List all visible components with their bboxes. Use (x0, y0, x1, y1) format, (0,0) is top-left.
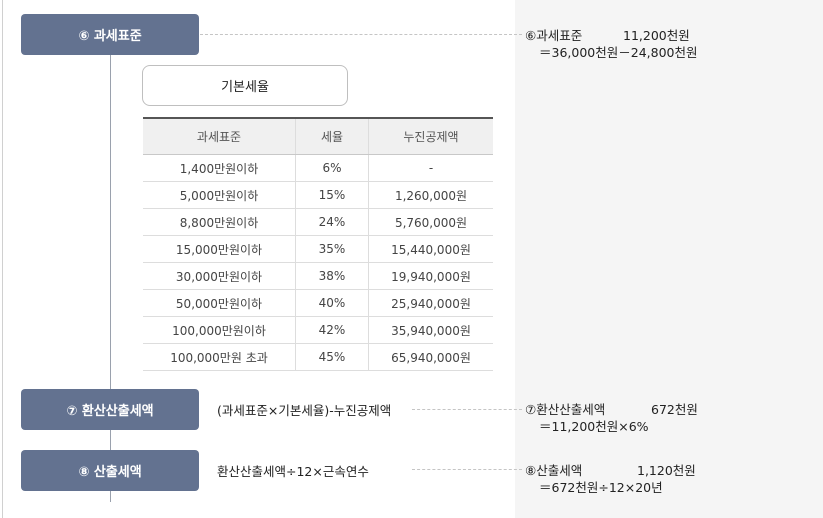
table-row: 30,000만원이하 38% 19,940,000원 (143, 262, 493, 290)
cell-rate: 42% (295, 316, 369, 344)
cell-rate: 40% (295, 289, 369, 317)
step-6-label: ⑥ 과세표준 (78, 29, 142, 44)
calc-step-8: ⑧산출세액 1,120천원 ＝672천원÷12×20년 (525, 462, 696, 496)
cell-tax-base: 5,000만원이하 (143, 181, 296, 209)
cell-deduction: 19,940,000원 (368, 262, 493, 290)
table-row: 100,000만원이하 42% 35,940,000원 (143, 316, 493, 344)
calculation-panel (515, 0, 823, 518)
calc-formula: ＝36,000천원－24,800천원 (539, 45, 698, 60)
cell-deduction: 1,260,000원 (368, 181, 493, 209)
rate-table-title-text: 기본세율 (221, 80, 269, 95)
left-border-line (2, 0, 3, 518)
table-row: 1,400만원이하 6% - (143, 154, 493, 182)
cell-deduction: - (368, 154, 493, 182)
calc-label: ⑧산출세액 (525, 463, 583, 478)
tax-rate-table: 과세표준 세율 누진공제액 1,400만원이하 6% - 5,000만원이하 15% 1… (143, 117, 493, 371)
step-8-label: ⑧ 산출세액 (78, 465, 142, 480)
cell-rate: 38% (295, 262, 369, 290)
cell-rate: 45% (295, 343, 369, 371)
cell-tax-base: 15,000만원이하 (143, 235, 296, 263)
calc-label: ⑥과세표준 (525, 28, 583, 43)
cell-rate: 35% (295, 235, 369, 263)
table-row: 5,000만원이하 15% 1,260,000원 (143, 181, 493, 209)
calc-formula: ＝11,200천원×6% (539, 419, 649, 434)
flow-connector-line (110, 50, 111, 502)
cell-tax-base: 100,000만원 초과 (143, 343, 296, 371)
calc-value: 11,200천원 (623, 28, 690, 43)
cell-deduction: 25,940,000원 (368, 289, 493, 317)
step-7-label: ⑦ 환산산출세액 (66, 404, 154, 419)
table-row: 50,000만원이하 40% 25,940,000원 (143, 289, 493, 317)
header-tax-base: 과세표준 (143, 117, 296, 155)
cell-tax-base: 30,000만원이하 (143, 262, 296, 290)
cell-deduction: 65,940,000원 (368, 343, 493, 371)
step-7-formula: (과세표준×기본세율)-누진공제액 (217, 403, 392, 418)
calc-label: ⑦환산산출세액 (525, 402, 606, 417)
cell-rate: 6% (295, 154, 369, 182)
cell-deduction: 15,440,000원 (368, 235, 493, 263)
cell-tax-base: 100,000만원이하 (143, 316, 296, 344)
step-7-dash (412, 409, 522, 410)
cell-tax-base: 8,800만원이하 (143, 208, 296, 236)
cell-deduction: 5,760,000원 (368, 208, 493, 236)
cell-tax-base: 1,400만원이하 (143, 154, 296, 182)
table-row: 100,000만원 초과 45% 65,940,000원 (143, 343, 493, 371)
table-row: 8,800만원이하 24% 5,760,000원 (143, 208, 493, 236)
cell-deduction: 35,940,000원 (368, 316, 493, 344)
calc-value: 1,120천원 (637, 463, 696, 478)
step-6-badge: ⑥ 과세표준 (21, 14, 199, 55)
calc-step-7: ⑦환산산출세액 672천원 ＝11,200천원×6% (525, 401, 698, 435)
table-header-row: 과세표준 세율 누진공제액 (143, 117, 493, 155)
calc-value: 672천원 (651, 402, 698, 417)
rate-table-title: 기본세율 (142, 65, 348, 106)
step-8-dash (412, 469, 522, 470)
table-row: 15,000만원이하 35% 15,440,000원 (143, 235, 493, 263)
cell-tax-base: 50,000만원이하 (143, 289, 296, 317)
step-6-dash (200, 34, 522, 35)
cell-rate: 15% (295, 181, 369, 209)
step-7-badge: ⑦ 환산산출세액 (21, 389, 199, 430)
header-rate: 세율 (295, 117, 369, 155)
step-8-badge: ⑧ 산출세액 (21, 450, 199, 491)
calc-formula: ＝672천원÷12×20년 (539, 480, 663, 495)
header-deduction: 누진공제액 (368, 117, 493, 155)
step-8-formula: 환산산출세액÷12×근속연수 (217, 464, 369, 479)
cell-rate: 24% (295, 208, 369, 236)
calc-step-6: ⑥과세표준 11,200천원 ＝36,000천원－24,800천원 (525, 27, 697, 61)
